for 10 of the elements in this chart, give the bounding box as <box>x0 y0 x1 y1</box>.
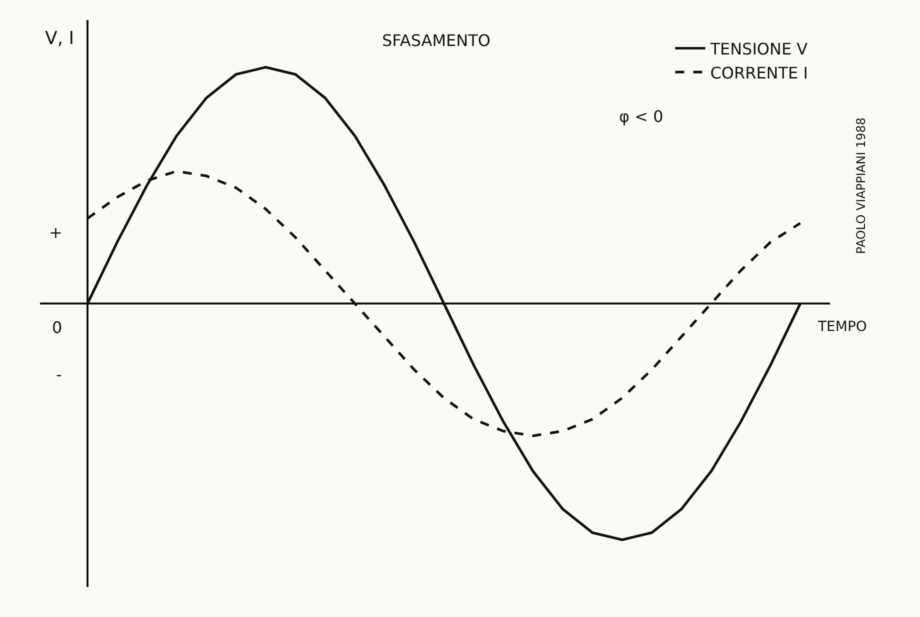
x-axis-title: TEMPO <box>817 319 867 335</box>
text: 0 <box>52 318 62 337</box>
annotation: φ < 0 <box>619 107 664 126</box>
text: - <box>56 365 62 384</box>
legend-label: CORRENTE I <box>710 63 808 82</box>
text: + <box>49 223 62 242</box>
text: PAOLO VIAPPIANI 1988 <box>854 118 868 254</box>
text: SFASAMENTO <box>382 31 490 50</box>
legend-label: TENSIONE V <box>709 39 808 58</box>
y-axis-title: V, I <box>45 28 74 49</box>
